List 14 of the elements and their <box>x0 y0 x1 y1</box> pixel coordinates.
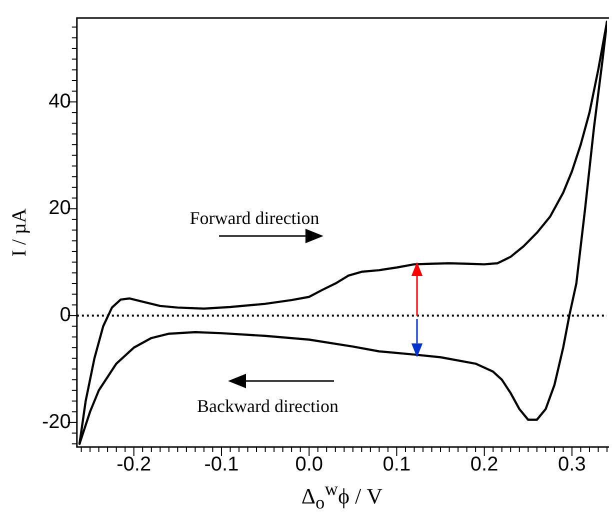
x-tick-label: 0.1 <box>382 454 411 476</box>
y-tick-label: 0 <box>60 304 71 326</box>
x-tick-label: 0.0 <box>295 454 323 476</box>
x-axis-title: Δ$_{o}$$^{w}$ϕ / V <box>301 479 383 514</box>
y-tick-label: 20 <box>48 197 71 220</box>
x-tick-label: 0.2 <box>470 454 498 476</box>
annotation: Forward direction <box>190 208 320 228</box>
y-axis-title: I / µA <box>8 208 30 257</box>
x-tick-label: -0.2 <box>116 454 152 476</box>
x-tick-label: 0.3 <box>558 454 586 476</box>
x-tick-label: -0.1 <box>204 454 239 476</box>
y-tick-label: -20 <box>42 410 71 433</box>
y-tick-label: 40 <box>48 90 71 112</box>
annotation: Backward direction <box>197 396 338 416</box>
